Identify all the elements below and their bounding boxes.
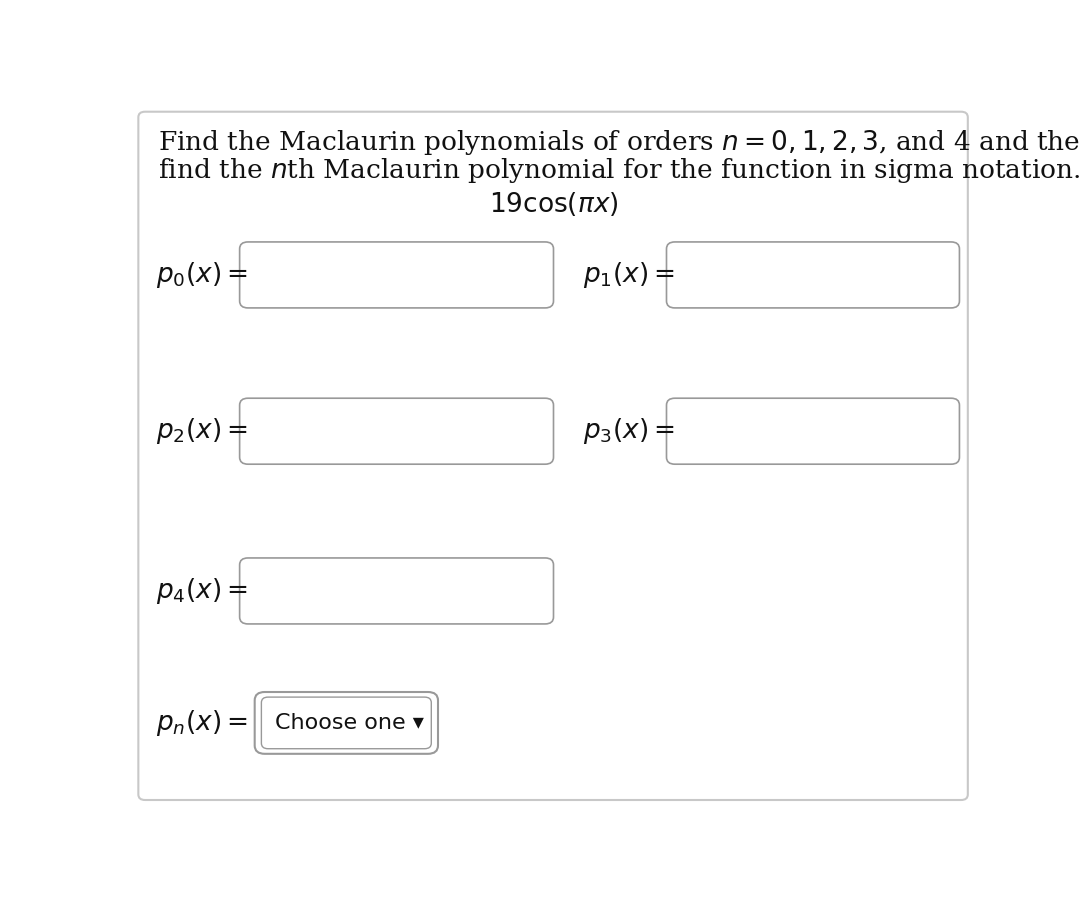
Text: Choose one ▾: Choose one ▾ bbox=[274, 713, 423, 733]
Text: $p_4(x) =$: $p_4(x) =$ bbox=[156, 576, 247, 606]
FancyBboxPatch shape bbox=[240, 242, 554, 308]
FancyBboxPatch shape bbox=[666, 398, 959, 465]
FancyBboxPatch shape bbox=[666, 242, 959, 308]
Text: Find the Maclaurin polynomials of orders $n = 0, 1, 2, 3$, and 4 and then: Find the Maclaurin polynomials of orders… bbox=[158, 128, 1080, 158]
Text: $p_3(x) =$: $p_3(x) =$ bbox=[583, 416, 675, 446]
Text: $p_n(x) =$: $p_n(x) =$ bbox=[156, 708, 247, 738]
FancyBboxPatch shape bbox=[138, 112, 968, 800]
Text: $19\cos(\pi x)$: $19\cos(\pi x)$ bbox=[488, 190, 619, 218]
Text: $p_2(x) =$: $p_2(x) =$ bbox=[156, 416, 247, 446]
FancyBboxPatch shape bbox=[255, 692, 438, 754]
Text: $p_0(x) =$: $p_0(x) =$ bbox=[156, 260, 247, 290]
Text: $p_1(x) =$: $p_1(x) =$ bbox=[583, 260, 675, 290]
FancyBboxPatch shape bbox=[240, 558, 554, 624]
FancyBboxPatch shape bbox=[240, 398, 554, 465]
Text: find the $n$th Maclaurin polynomial for the function in sigma notation.: find the $n$th Maclaurin polynomial for … bbox=[158, 156, 1080, 185]
FancyBboxPatch shape bbox=[261, 697, 431, 749]
